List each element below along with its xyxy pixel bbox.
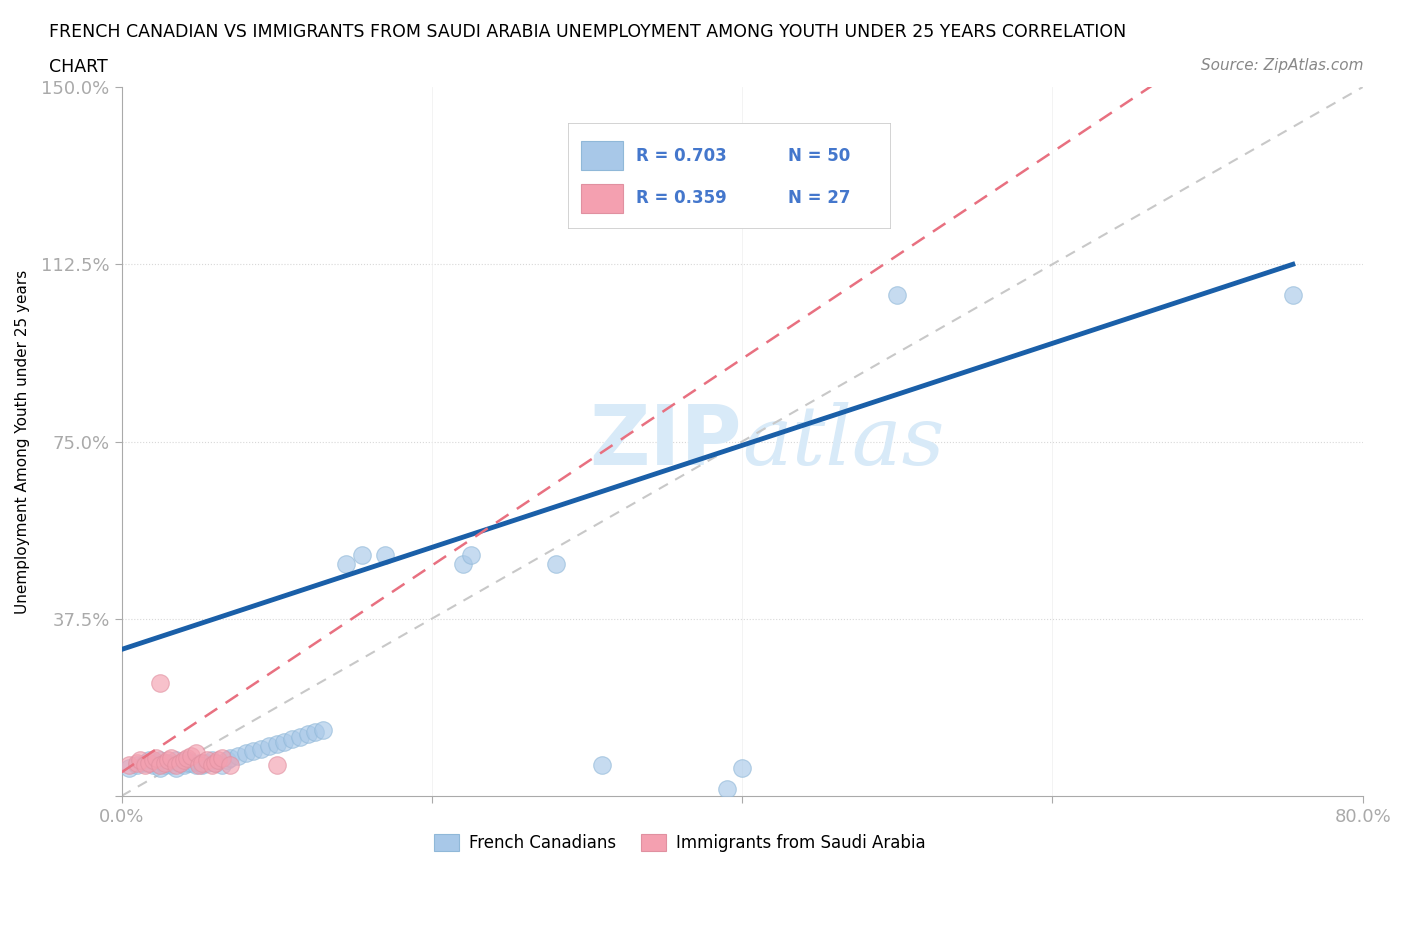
Point [149,753,172,768]
Point [173,758,195,773]
Point [1281,287,1303,302]
Point [207,753,229,768]
Point [176,751,198,765]
Point [219,751,242,765]
Point [297,727,319,742]
Point [215,753,238,768]
Point [165,753,187,768]
Point [118,758,141,773]
Point [176,753,198,768]
Point [149,675,172,690]
Point [312,723,335,737]
Point [188,755,211,770]
Point [451,557,474,572]
Point [266,737,288,751]
Point [266,758,288,773]
Point [165,760,187,775]
Point [191,758,214,773]
Point [118,760,141,775]
Point [145,751,167,765]
Point [157,753,180,768]
Text: Source: ZipAtlas.com: Source: ZipAtlas.com [1201,58,1364,73]
Point [169,755,191,770]
Text: FRENCH CANADIAN VS IMMIGRANTS FROM SAUDI ARABIA UNEMPLOYMENT AMONG YOUTH UNDER 2: FRENCH CANADIAN VS IMMIGRANTS FROM SAUDI… [49,23,1126,41]
Point [138,753,160,768]
Point [160,758,183,773]
Point [257,738,280,753]
Point [335,557,357,572]
Point [138,755,160,770]
Point [544,557,567,572]
Point [165,758,187,773]
Point [145,755,167,770]
Point [242,744,264,759]
Point [200,753,222,768]
Text: atlas: atlas [742,402,945,482]
Point [125,758,148,773]
Point [219,758,242,773]
Point [235,746,257,761]
Point [273,734,295,749]
Point [176,755,198,770]
Point [195,753,218,768]
Point [169,755,191,770]
Point [142,758,165,773]
Point [211,751,233,765]
Point [211,758,233,773]
Point [250,741,273,756]
Text: CHART: CHART [49,58,108,75]
Point [125,755,148,770]
Point [184,758,207,773]
Point [160,751,183,765]
Point [200,758,222,773]
Point [281,732,304,747]
Text: ZIP: ZIP [589,401,742,482]
Point [204,755,226,770]
Point [149,758,172,773]
Point [731,760,754,775]
Point [350,548,373,563]
Point [173,753,195,768]
Point [226,749,249,764]
Point [153,758,176,773]
Point [180,749,202,764]
Point [288,729,311,744]
Point [129,753,152,768]
Point [142,753,165,768]
Point [134,758,156,773]
Y-axis label: Unemployment Among Youth under 25 years: Unemployment Among Youth under 25 years [15,270,30,614]
Point [157,755,180,770]
Point [149,760,172,775]
Legend: French Canadians, Immigrants from Saudi Arabia: French Canadians, Immigrants from Saudi … [427,827,932,858]
Point [204,755,226,770]
Point [591,758,613,773]
Point [195,755,218,770]
Point [460,548,482,563]
Point [716,781,738,796]
Point [304,724,326,739]
Point [191,755,214,770]
Point [188,758,211,773]
Point [180,755,202,770]
Point [184,746,207,761]
Point [134,755,156,770]
Point [374,548,396,563]
Point [886,287,908,302]
Point [153,755,176,770]
